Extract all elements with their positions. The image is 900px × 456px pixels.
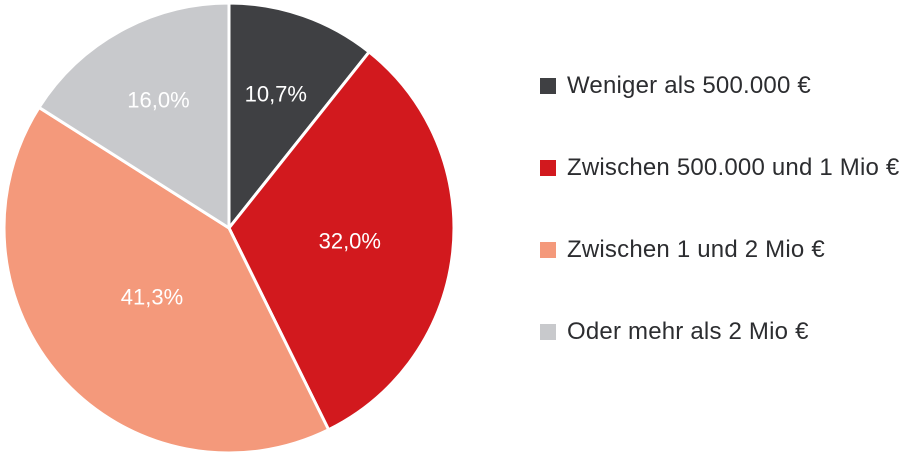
legend-item-zwischen-500000-und-1mio: Zwischen 500.000 und 1 Mio € [540, 153, 899, 183]
pie-slice-3 [2, 105, 331, 455]
legend-item-weniger-als-500000: Weniger als 500.000 € [540, 71, 811, 101]
legend-label: Zwischen 1 und 2 Mio € [567, 236, 825, 263]
legend-swatch-icon [540, 160, 556, 176]
legend-swatch-icon [540, 78, 556, 94]
pie-slice-4 [37, 1, 231, 230]
legend-item-zwischen-1-und-2mio: Zwischen 1 und 2 Mio € [540, 235, 825, 265]
legend-label: Zwischen 500.000 und 1 Mio € [567, 154, 900, 181]
pie-value-label: 10,7% [245, 82, 307, 107]
pie-value-label: 41,3% [121, 285, 183, 310]
legend: Weniger als 500.000 € Zwischen 500.000 u… [540, 0, 900, 456]
legend-label: Weniger als 500.000 € [567, 72, 811, 99]
pie-value-label: 16,0% [127, 87, 189, 112]
pie-chart: 10,7% 32,0% 41,3% 16,0% [2, 1, 456, 455]
legend-swatch-icon [540, 242, 556, 258]
pie-slice-1 [227, 1, 371, 230]
legend-item-oder-mehr-als-2mio: Oder mehr als 2 Mio € [540, 317, 809, 347]
legend-label: Oder mehr als 2 Mio € [567, 318, 809, 345]
pie-value-label: 32,0% [319, 229, 381, 254]
legend-swatch-icon [540, 324, 556, 340]
pie-slice-2 [227, 50, 456, 432]
